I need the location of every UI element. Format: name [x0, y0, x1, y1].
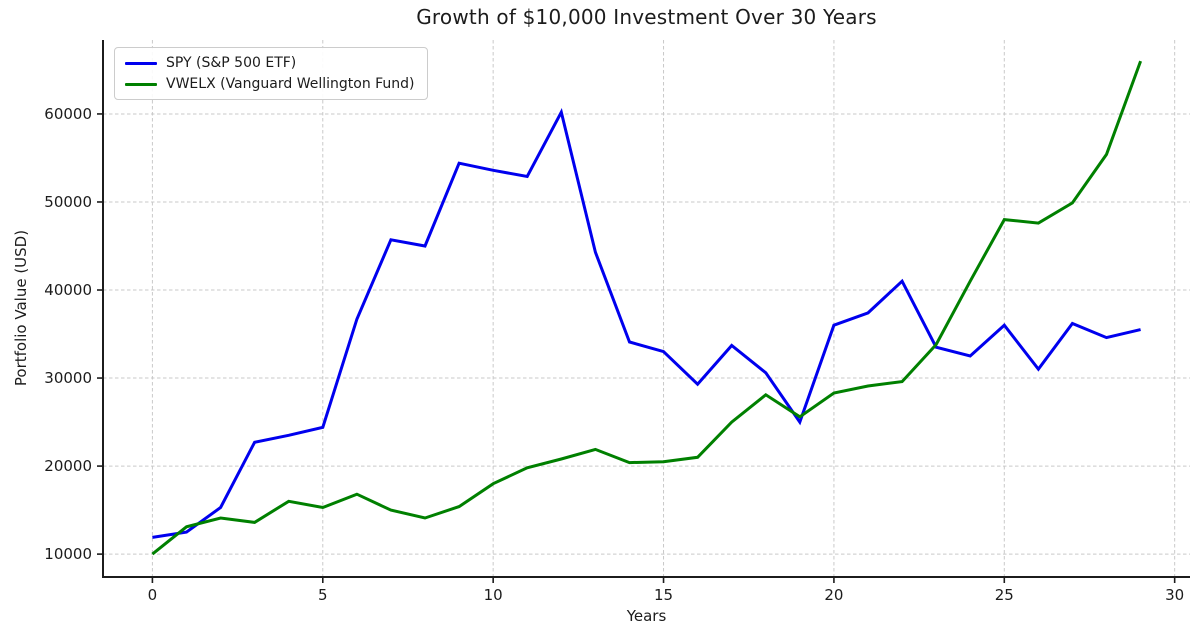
legend-label-spy: SPY (S&P 500 ETF) [166, 55, 297, 71]
x-tick-label: 10 [484, 586, 503, 604]
chart-title: Growth of $10,000 Investment Over 30 Yea… [416, 5, 877, 29]
x-tick-label: 30 [1165, 586, 1184, 604]
x-tick-label: 25 [995, 586, 1014, 604]
y-tick-label: 40000 [44, 281, 92, 299]
legend: SPY (S&P 500 ETF) VWELX (Vanguard Wellin… [114, 47, 428, 100]
spy-line-swatch [125, 61, 157, 65]
y-tick-label: 20000 [44, 457, 92, 475]
x-axis-label: Years [626, 607, 667, 625]
x-tick-label: 15 [654, 586, 673, 604]
spy-line [152, 108, 1141, 539]
x-tick-label: 20 [824, 586, 843, 604]
y-tick-label: 50000 [44, 193, 92, 211]
y-tick-label: 10000 [44, 545, 92, 563]
vwelx-line-swatch [125, 82, 157, 86]
legend-label-vwelx: VWELX (Vanguard Wellington Fund) [166, 76, 415, 92]
x-tick-label: 5 [318, 586, 328, 604]
legend-item-vwelx: VWELX (Vanguard Wellington Fund) [125, 76, 415, 92]
x-tick-label: 0 [148, 586, 158, 604]
legend-item-spy: SPY (S&P 500 ETF) [125, 55, 415, 71]
y-tick-label: 60000 [44, 105, 92, 123]
vwelx-line [151, 60, 1143, 556]
y-tick-label: 30000 [44, 369, 92, 387]
